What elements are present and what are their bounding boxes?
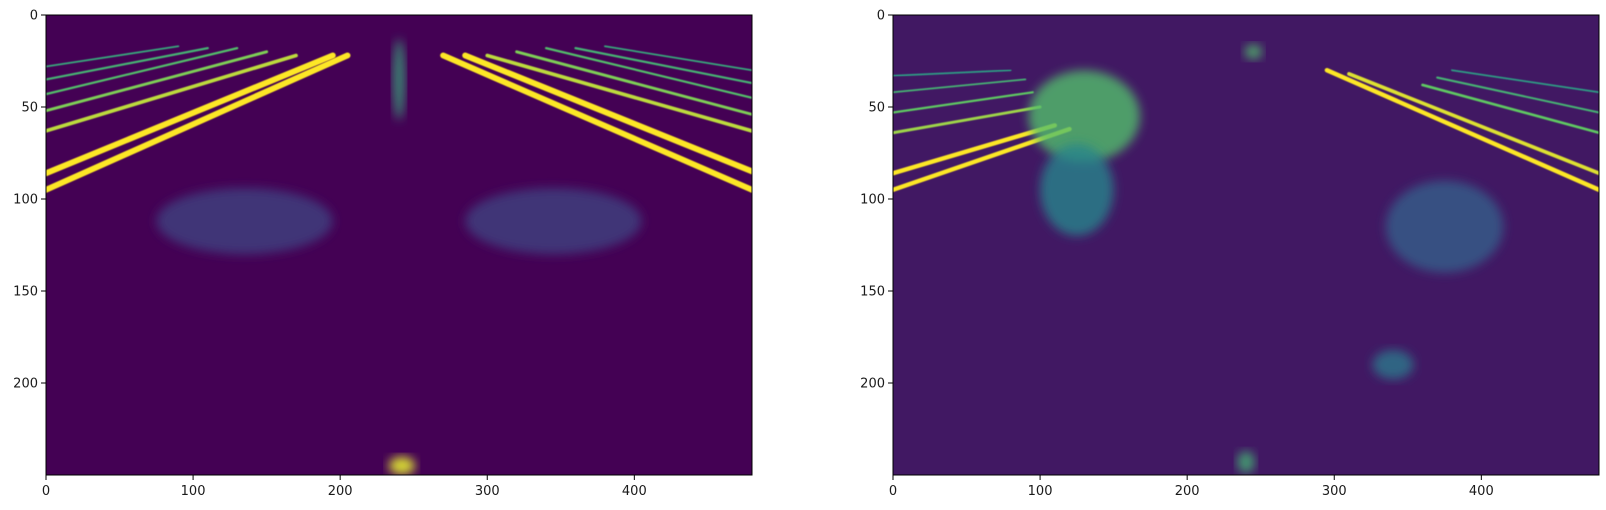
- heatmap-lane-band: [46, 47, 209, 81]
- heatmap-lane-band: [544, 47, 752, 99]
- x-tick-label: 0: [42, 484, 50, 499]
- y-tick-label: 0: [877, 9, 885, 24]
- x-tick-label: 400: [622, 484, 647, 499]
- heatmap-lane-band: [440, 52, 752, 193]
- heatmap-lane-band: [893, 69, 1012, 77]
- y-tick-label: 50: [868, 101, 885, 116]
- heatmap-lane-band: [1421, 83, 1599, 135]
- heatmap-lane-band: [462, 52, 752, 175]
- x-tick-label: 400: [1469, 484, 1494, 499]
- heatmap-lane-band: [893, 123, 1057, 176]
- x-tick-label: 200: [1175, 484, 1200, 499]
- y-tick-label: 150: [13, 285, 38, 300]
- y-tick-label: 0: [30, 9, 38, 24]
- y-tick-label: 100: [13, 193, 38, 208]
- heatmap-lane-band: [574, 47, 752, 85]
- heatmap-lane-band: [46, 52, 336, 177]
- heatmap-lane-band: [893, 105, 1042, 135]
- heatmap-lane-band: [46, 45, 180, 68]
- heatmap-cells: [893, 44, 1599, 474]
- x-tick-label: 200: [328, 484, 353, 499]
- heatmap-lane-band: [46, 53, 298, 133]
- y-tick-label: 50: [21, 101, 38, 116]
- x-tick-label: 300: [475, 484, 500, 499]
- heatmap-blob: [1244, 44, 1263, 60]
- y-tick-label: 200: [13, 377, 38, 392]
- axes-frame: [892, 14, 1600, 476]
- heatmap-lane-band: [1347, 72, 1599, 176]
- heatmap-lane-band: [46, 47, 239, 96]
- heatmap-blob: [393, 38, 405, 120]
- y-tick-label: 100: [860, 193, 885, 208]
- heatmap-lane-band: [485, 53, 752, 133]
- x-tick-label: 300: [1322, 484, 1347, 499]
- heatmap-blob: [388, 456, 416, 475]
- heatmap-blob: [1372, 349, 1414, 380]
- heatmap-lane-band: [1451, 69, 1599, 94]
- heatmap-lane-band: [46, 52, 351, 193]
- heatmap-lane-band: [893, 78, 1027, 94]
- heatmap-blob: [1385, 180, 1504, 273]
- heatmap-blob: [1040, 143, 1114, 236]
- axes-frame: [45, 14, 753, 476]
- heatmap-lane-band: [604, 45, 752, 72]
- x-tick-label: 100: [181, 484, 206, 499]
- heatmap-lane-band: [893, 91, 1034, 114]
- x-tick-label: 100: [1028, 484, 1053, 499]
- y-tick-label: 150: [860, 285, 885, 300]
- heatmap-lane-band: [1436, 76, 1599, 114]
- heatmap-panel-left: 0 100 200 300 400 0 50 100 150 200: [13, 9, 753, 499]
- heatmap-blob: [465, 187, 642, 255]
- heatmap-lane-band: [1324, 67, 1599, 193]
- heatmap-panel-right: 0 100 200 300 400 0 50 100 150 200: [860, 9, 1600, 499]
- heatmap-cells: [46, 38, 752, 475]
- heatmap-lane-band: [515, 50, 752, 116]
- heatmap-blob: [1237, 451, 1255, 474]
- heatmap-lane-band: [46, 50, 269, 113]
- x-tick-label: 0: [889, 484, 897, 499]
- y-tick-label: 200: [860, 377, 885, 392]
- heatmap-blob: [156, 187, 333, 255]
- heatmap-blob: [1028, 70, 1141, 163]
